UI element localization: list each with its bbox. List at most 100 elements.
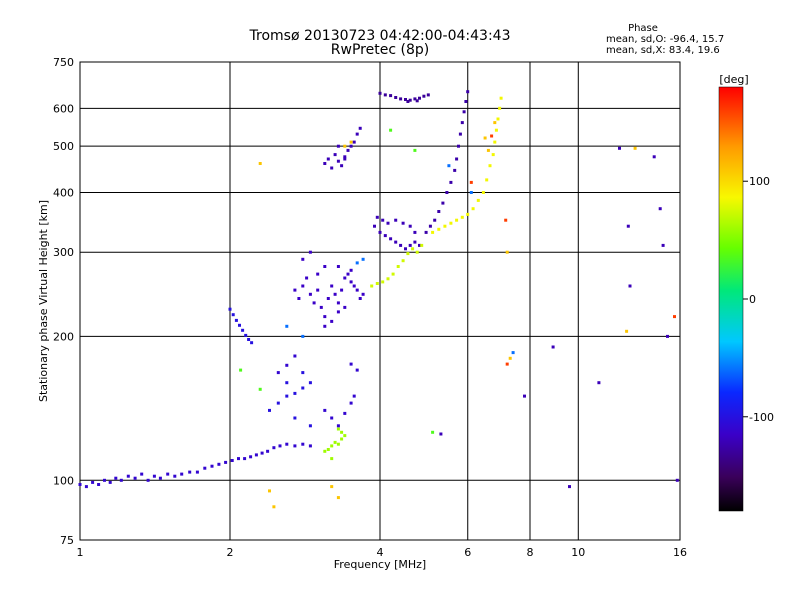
echo-point [349,362,353,366]
y-axis-ticks: 75 100 200 300 400 500 600 750 [53,56,74,547]
echo-point [297,297,301,300]
echo-point [301,371,305,375]
phase-stats-o: mean, sd,O: -96.4, 15.7 [606,34,724,45]
echo-point [485,178,489,182]
echo-point [389,94,393,98]
echo-point [180,472,184,476]
echo-point [462,110,466,114]
echo-point [308,292,312,296]
x-tick-label: 1 [77,546,84,559]
echo-point [84,485,88,489]
colorbar [718,86,744,512]
echo-point [504,218,508,222]
echo-point [272,446,276,450]
echo-point [349,401,353,405]
echo-point [308,424,312,428]
echo-point [381,218,385,222]
echo-point [301,442,305,446]
echo-point [316,288,320,292]
echo-point [330,457,334,461]
echo-point [469,191,473,194]
echo-point [373,224,376,228]
echo-point [469,180,473,184]
echo-point [285,394,289,398]
echo-point [336,496,340,500]
echo-point [301,386,305,390]
echo-point [293,444,297,448]
echo-point [411,247,415,251]
echo-point [493,140,497,144]
echo-point [413,230,417,234]
echo-point [431,230,435,234]
chart-title: Tromsø 20130723 04:42:00-04:43:43 [249,28,511,44]
echo-point [316,272,320,276]
echo-point [447,164,451,168]
echo-point [355,368,359,372]
echo-point [308,444,312,448]
echo-point [343,144,347,148]
echo-point [355,288,359,292]
echo-point [394,218,398,222]
echo-point [349,144,353,148]
grid-lines [80,62,680,540]
echo-point [408,98,412,102]
echo-point [441,201,445,205]
echo-point [406,100,410,103]
echo-point [394,96,398,99]
echo-point [658,207,662,211]
y-tick-label: 600 [53,102,74,115]
echo-point [195,470,199,474]
y-tick-label: 300 [53,246,74,259]
x-tick-label: 16 [673,546,687,559]
echo-point [244,333,248,337]
echo-point [238,323,241,327]
echo-point [404,98,407,101]
echo-point [458,132,462,136]
echo-point [486,148,490,152]
echo-point [418,243,421,247]
echo-point [370,284,374,288]
echo-point [358,297,362,300]
y-tick-label: 75 [60,534,74,547]
echo-point [78,483,82,486]
echo-point [210,464,214,468]
colorbar-label: [deg] [719,73,748,86]
echo-point [404,247,407,251]
echo-point [241,328,245,332]
echo-point [406,252,410,256]
echo-point [97,483,101,486]
echo-point [266,449,270,453]
echo-point [119,478,123,482]
echo-point [258,162,262,165]
x-tick-label: 2 [227,546,234,559]
echo-point [276,371,280,375]
echo-point [352,394,356,398]
echo-point [494,128,498,132]
echo-point [426,93,430,97]
echo-point [449,221,453,225]
echo-point [386,221,390,225]
echo-point [152,474,156,478]
y-tick-label: 200 [53,330,74,343]
echo-point [343,155,347,159]
echo-point [437,227,441,231]
echo-point [383,93,387,97]
echo-point [420,243,424,247]
echo-point [358,126,362,130]
echo-point [496,117,500,121]
echo-point [336,144,340,148]
echo-point [418,96,421,100]
echo-point [490,134,494,138]
echo-point [140,472,144,476]
echo-point [355,132,359,136]
echo-point [491,153,495,157]
echo-point [285,442,289,446]
echo-point [326,297,330,300]
echo-point [413,148,417,152]
y-tick-label: 500 [53,140,74,153]
echo-point [336,310,340,314]
phase-heading: Phase [628,23,658,34]
echo-point [330,166,334,170]
echo-point [305,276,309,280]
echo-point [217,462,221,466]
